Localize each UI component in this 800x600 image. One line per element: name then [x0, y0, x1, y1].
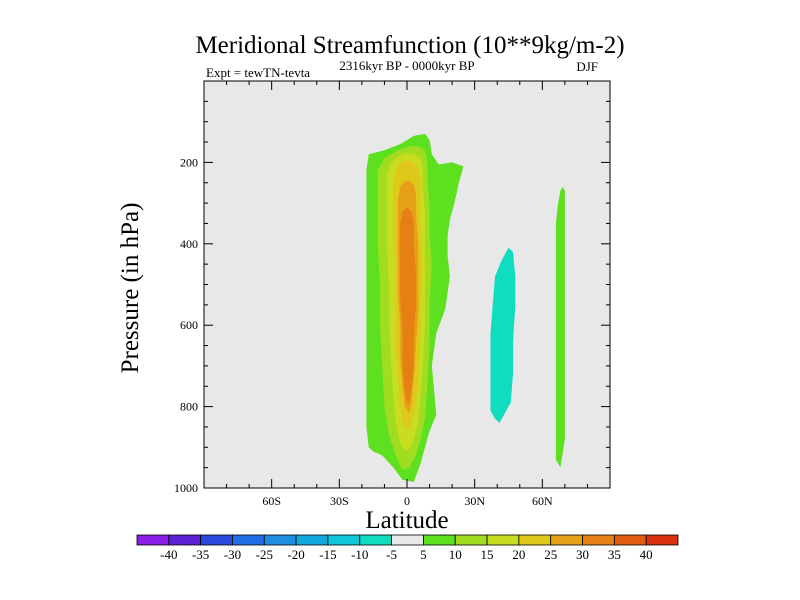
y-tick-label: 400 — [180, 237, 198, 251]
colorbar-box — [391, 534, 424, 546]
colorbar-box — [582, 534, 615, 546]
colorbar-box — [423, 534, 456, 546]
contour-fill-7 — [555, 186, 565, 468]
colorbar-label: -40 — [160, 547, 177, 562]
chart-subtitle-right: DJF — [576, 59, 598, 74]
colorbar-label: 15 — [481, 547, 494, 562]
colorbar-label: 20 — [512, 547, 525, 562]
colorbar-label: -35 — [192, 547, 209, 562]
colorbar-label: -25 — [256, 547, 273, 562]
colorbar-box — [295, 534, 329, 546]
colorbar-label: 35 — [608, 547, 621, 562]
colorbar-box — [613, 534, 647, 546]
colorbar-box — [168, 534, 202, 546]
contour-layer — [366, 133, 565, 482]
colorbar-label: -10 — [351, 547, 368, 562]
axis-layer: 60S 30S 0 30N 60N 200 400 600 800 1000 — [174, 81, 611, 508]
contour-fill-5 — [400, 207, 416, 403]
y-tick-label: 200 — [180, 155, 198, 169]
y-tick-label: 800 — [180, 400, 198, 414]
x-tick-label: 30S — [330, 494, 349, 508]
x-tick-label: 0 — [404, 494, 410, 508]
colorbar-label: -15 — [319, 547, 336, 562]
colorbar-box — [263, 534, 297, 546]
y-axis-label: Pressure (in hPa) — [117, 203, 144, 374]
colorbar-label: -30 — [224, 547, 241, 562]
colorbar-box — [550, 534, 583, 546]
colorbar-box — [327, 534, 361, 546]
y-tick-label: 1000 — [174, 481, 198, 495]
chart-subtitle-left: Expt = tewTN-tevta — [206, 65, 310, 80]
colorbar-box — [518, 534, 552, 546]
colorbar-box — [200, 534, 233, 546]
x-tick-label: 60N — [532, 494, 553, 508]
y-tick-label: 600 — [180, 318, 198, 332]
colorbar-label: 25 — [544, 547, 557, 562]
chart-subtitle-center: 2316kyr BP - 0000kyr BP — [339, 58, 474, 73]
colorbar-box — [232, 534, 265, 546]
x-axis-label: Latitude — [365, 507, 448, 534]
colorbar-label: -5 — [386, 547, 397, 562]
chart-title: Meridional Streamfunction (10**9kg/m-2) — [195, 32, 624, 59]
colorbar-box — [486, 534, 520, 546]
x-tick-label: 30N — [464, 494, 485, 508]
x-tick-label: 60S — [262, 494, 281, 508]
colorbar-label: 30 — [576, 547, 589, 562]
colorbar: -40 -35 -30 -25 -20 -15 -10 -5 5 10 15 20 25 30 35 40 — [136, 534, 679, 562]
contour-fill-6 — [490, 247, 516, 423]
colorbar-box — [645, 534, 679, 546]
colorbar-box — [454, 534, 488, 546]
colorbar-label: 10 — [449, 547, 462, 562]
colorbar-label: -20 — [287, 547, 304, 562]
colorbar-label: 5 — [420, 547, 427, 562]
colorbar-box — [359, 534, 392, 546]
colorbar-label: 40 — [640, 547, 653, 562]
colorbar-box — [136, 534, 170, 546]
